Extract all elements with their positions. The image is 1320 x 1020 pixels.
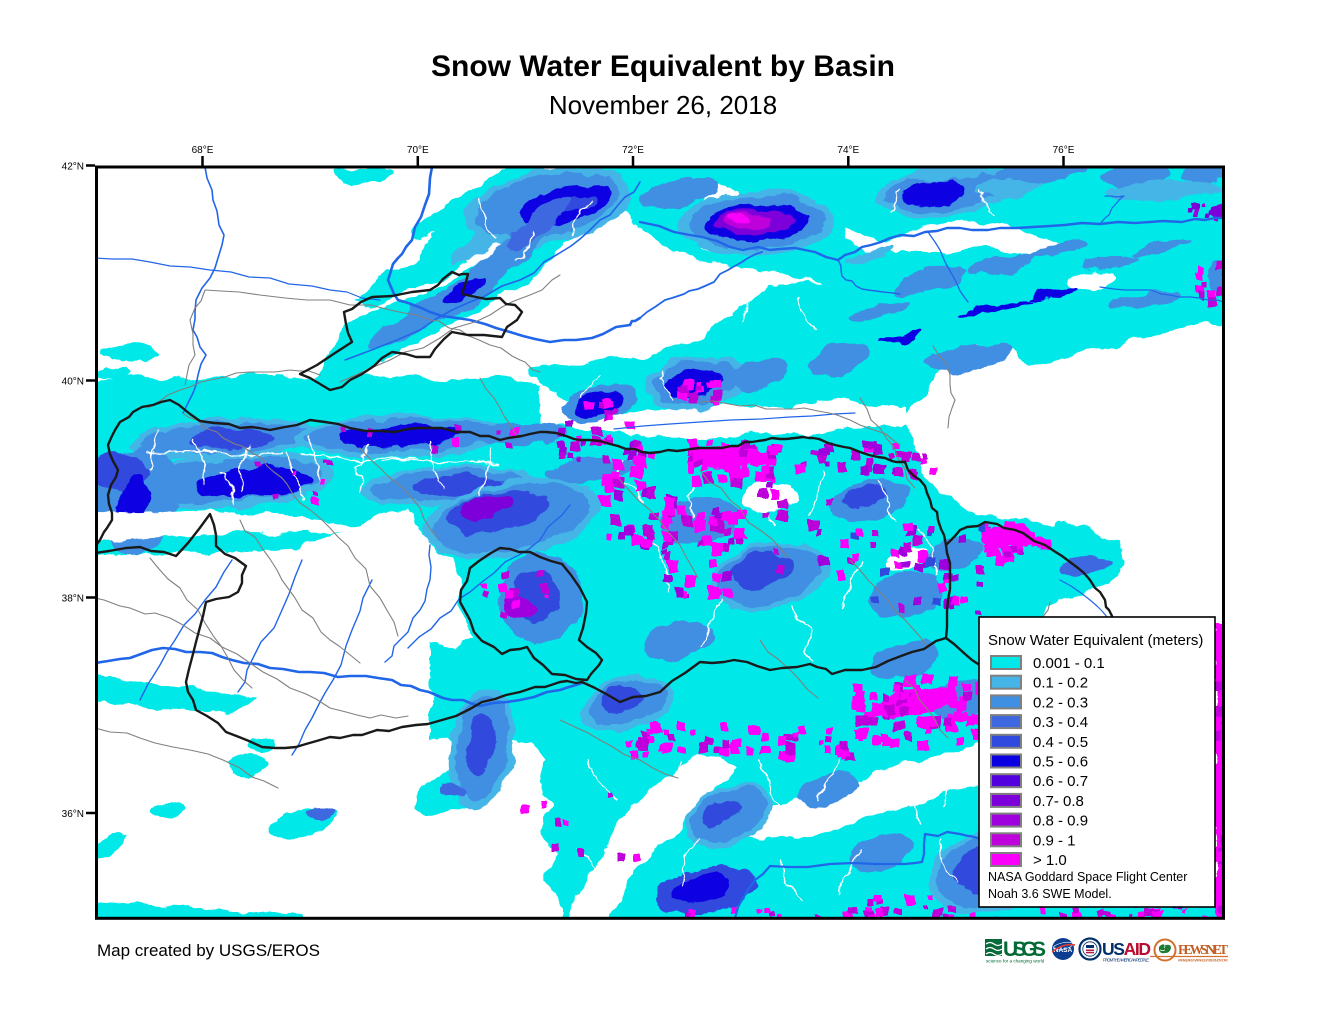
svg-text:76°E: 76°E [1053, 145, 1075, 156]
svg-text:FROM THE AMERICAN PEOPLE: FROM THE AMERICAN PEOPLE [1103, 958, 1149, 963]
svg-text:0.001 - 0.1: 0.001 - 0.1 [1033, 655, 1105, 672]
svg-text:Snow Water Equivalent (meters): Snow Water Equivalent (meters) [988, 632, 1203, 649]
svg-text:0.9 - 1: 0.9 - 1 [1033, 832, 1076, 849]
svg-text:science for a changing world: science for a changing world [986, 959, 1045, 964]
svg-text:0.6 - 0.7: 0.6 - 0.7 [1033, 773, 1088, 790]
svg-text:40°N: 40°N [62, 377, 84, 388]
svg-text:0.3 - 0.4: 0.3 - 0.4 [1033, 714, 1088, 731]
svg-text:0.4 - 0.5: 0.4 - 0.5 [1033, 734, 1088, 751]
svg-text:0.2 - 0.3: 0.2 - 0.3 [1033, 694, 1088, 711]
svg-text:72°E: 72°E [622, 145, 644, 156]
svg-text:70°E: 70°E [407, 145, 429, 156]
svg-text:USAID: USAID [1102, 939, 1151, 959]
svg-text:74°E: 74°E [837, 145, 859, 156]
svg-text:38°N: 38°N [62, 594, 84, 605]
svg-text:FAMINE EARLY WARNING SYSTEMS N: FAMINE EARLY WARNING SYSTEMS NETWORK [1178, 959, 1229, 963]
svg-text:68°E: 68°E [192, 145, 214, 156]
svg-text:> 1.0: > 1.0 [1033, 852, 1067, 869]
svg-text:0.7- 0.8: 0.7- 0.8 [1033, 793, 1084, 810]
svg-text:42°N: 42°N [62, 162, 84, 173]
svg-text:Noah 3.6 SWE Model.: Noah 3.6 SWE Model. [988, 887, 1112, 901]
svg-text:0.8 - 0.9: 0.8 - 0.9 [1033, 813, 1088, 830]
svg-text:NASA: NASA [1054, 947, 1073, 954]
svg-text:0.5 - 0.6: 0.5 - 0.6 [1033, 754, 1088, 771]
svg-text:FEWS NET: FEWS NET [1178, 942, 1228, 957]
svg-text:USGS: USGS [1003, 938, 1046, 961]
svg-text:NASA Goddard Space Flight Cent: NASA Goddard Space Flight Center [988, 870, 1187, 884]
svg-text:36°N: 36°N [62, 809, 84, 820]
svg-text:0.1 - 0.2: 0.1 - 0.2 [1033, 675, 1088, 692]
